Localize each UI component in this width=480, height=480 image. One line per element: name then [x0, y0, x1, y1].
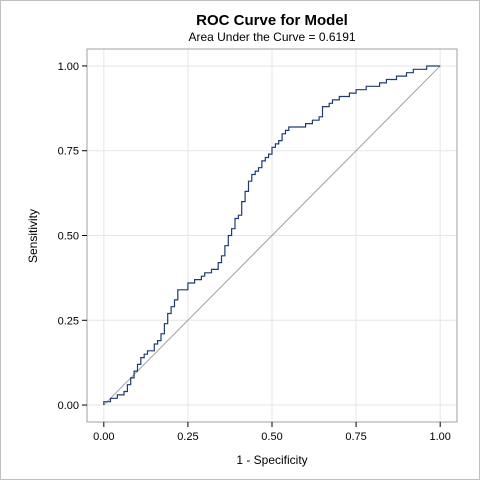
y-tick-label: 1.00 [58, 61, 79, 73]
reference-diagonal-line [103, 65, 441, 406]
chart-title: ROC Curve for Model [196, 12, 348, 29]
y-tick-label: 0.00 [58, 400, 79, 412]
roc-curve-line [103, 65, 441, 405]
x-tick-label: 1.00 [429, 431, 450, 443]
series-layer [103, 65, 441, 406]
x-tick-label: 0.50 [261, 431, 282, 443]
x-tick-label: 0.00 [93, 431, 114, 443]
y-axis: 0.00 0.25 0.50 0.75 1.00 [58, 61, 87, 412]
x-tick-label: 0.25 [177, 431, 198, 443]
y-tick-label: 0.25 [58, 315, 79, 327]
y-tick-label: 0.75 [58, 146, 79, 158]
y-tick-label: 0.50 [58, 231, 79, 243]
x-tick-label: 0.75 [345, 431, 366, 443]
y-axis-label: Sensitivity [26, 209, 40, 263]
x-axis-label: 1 - Specificity [236, 453, 307, 467]
x-axis: 0.00 0.25 0.50 0.75 1.00 [93, 422, 451, 443]
chart-subtitle: Area Under the Curve = 0.6191 [188, 30, 355, 44]
